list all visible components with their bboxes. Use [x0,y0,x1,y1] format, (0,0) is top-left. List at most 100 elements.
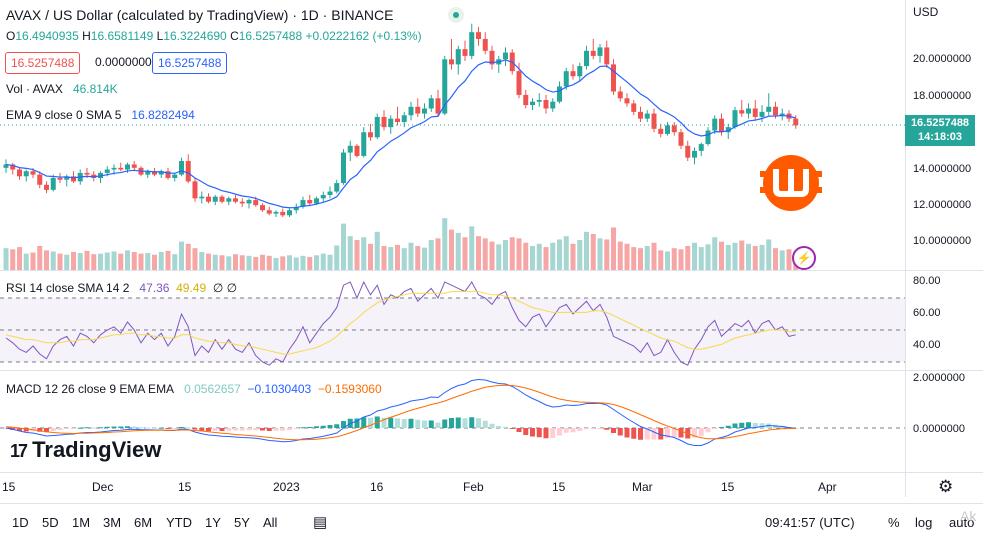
candle-body [30,171,36,175]
macd-histogram-bar [165,428,171,429]
volume-bar [631,247,637,270]
volume-bar [415,246,421,270]
candle-body [523,94,529,106]
volume-bar [570,243,576,270]
macd-histogram-bar [253,428,259,431]
candle-body [300,200,306,207]
macd-histogram-bar [17,428,22,431]
price-tick: 20.0000000 [913,53,972,65]
currency-label[interactable]: USD [913,5,939,19]
candle-body [341,152,346,184]
candle-body [462,49,468,56]
candle-body [287,210,292,216]
macd-histogram-bar [496,426,502,428]
volume-bar [111,251,117,270]
macd-histogram-bar [698,428,704,436]
timeframe-all[interactable]: All [263,515,278,530]
macd-histogram-bar [206,428,211,432]
timeframe-3m[interactable]: 3M [103,515,122,530]
volume-bar [611,227,616,270]
date-range-icon[interactable]: ▤ [313,514,328,531]
volume-bar [226,256,232,270]
volume-bar [489,241,495,270]
volume-bar [408,242,414,270]
volume-bar [17,247,22,270]
time-tick: 15 [552,480,566,494]
volume-bar [77,253,83,270]
buy-price-box[interactable]: 16.5257488 [152,52,228,74]
macd-histogram-bar [179,427,184,428]
flash-alert-icon[interactable]: ⚡ [792,246,816,270]
volume-bar [550,242,556,270]
timeframe-ytd[interactable]: YTD [166,515,192,530]
macd-legend[interactable]: MACD 12 26 close 9 EMA EMA 0.0562657 −0.… [6,382,382,396]
volume-bar [712,237,718,270]
volume-bar [179,241,184,270]
auto-toggle[interactable]: auto [949,515,975,530]
volume-legend[interactable]: Vol · AVAX 46.814K [6,82,118,96]
volume-bar [719,241,724,270]
macd-histogram-bar [233,428,238,431]
macd-histogram-bar [752,423,758,428]
pane-divider-rsi[interactable] [0,270,983,271]
volume-bar [84,250,90,270]
volume-bar [563,236,569,270]
rsi-legend[interactable]: RSI 14 close SMA 14 2 47.36 49.49 ∅ ∅ [6,281,238,295]
spread-value: 0.0000000 [95,55,152,69]
settings-gear-icon[interactable]: ⚙ [938,477,954,496]
utc-clock[interactable]: 09:41:57 (UTC) [765,515,855,530]
volume-bar [233,254,238,270]
volume-bar [23,253,29,270]
candle-body [266,210,272,214]
volume-bar [206,253,211,270]
timeframe-5d[interactable]: 5D [42,515,59,530]
candle-body [779,113,785,116]
sell-price-box[interactable]: 16.5257488 [5,52,81,74]
candle-body [260,205,265,211]
timeframe-1d[interactable]: 1D [12,515,29,530]
candle-body [253,200,259,206]
macd-histogram-bar [536,428,542,438]
candle-body [192,181,198,199]
volume-bar [557,239,562,270]
macd-histogram-bar [725,425,731,428]
volume-bar [678,249,684,270]
price-axis-separator [905,0,906,497]
ema-legend[interactable]: EMA 9 close 0 SMA 5 16.8282494 [6,108,195,122]
candle-body [307,200,313,204]
candle-body [793,118,799,126]
volume-bar [3,248,9,270]
macd-histogram-bar [705,428,711,433]
candle-body [219,196,225,202]
candle-body [125,164,130,170]
volume-bar [158,252,164,270]
timeframe-1m[interactable]: 1M [72,515,91,530]
candle-body [401,115,407,123]
market-status-icon[interactable] [448,7,464,23]
volume-bar [577,240,583,270]
macd-histogram-bar [192,428,198,430]
candle-body [631,103,637,112]
watermark-text: Ak [960,508,977,524]
tradingview-logo[interactable]: 17 TradingView [10,437,162,462]
macd-histogram-bar [455,417,461,428]
volume-bar [786,249,792,270]
macd-histogram-bar [125,426,130,428]
timeframe-5y[interactable]: 5Y [234,515,250,530]
macd-histogram-bar [388,417,394,428]
rsi-tick: 80.00 [913,275,941,287]
candle-body [678,132,684,146]
pane-divider-macd[interactable] [0,370,983,371]
volume-bar [50,251,56,270]
candle-body [752,108,758,117]
log-toggle[interactable]: log [915,515,933,530]
timeframe-6m[interactable]: 6M [134,515,153,530]
timeframe-1y[interactable]: 1Y [205,515,221,530]
candle-body [158,171,164,175]
macd-histogram-bar [91,427,97,429]
volume-bar [496,244,502,270]
percent-toggle[interactable]: % [888,515,900,530]
symbol-title[interactable]: AVAX / US Dollar (calculated by TradingV… [6,7,394,23]
